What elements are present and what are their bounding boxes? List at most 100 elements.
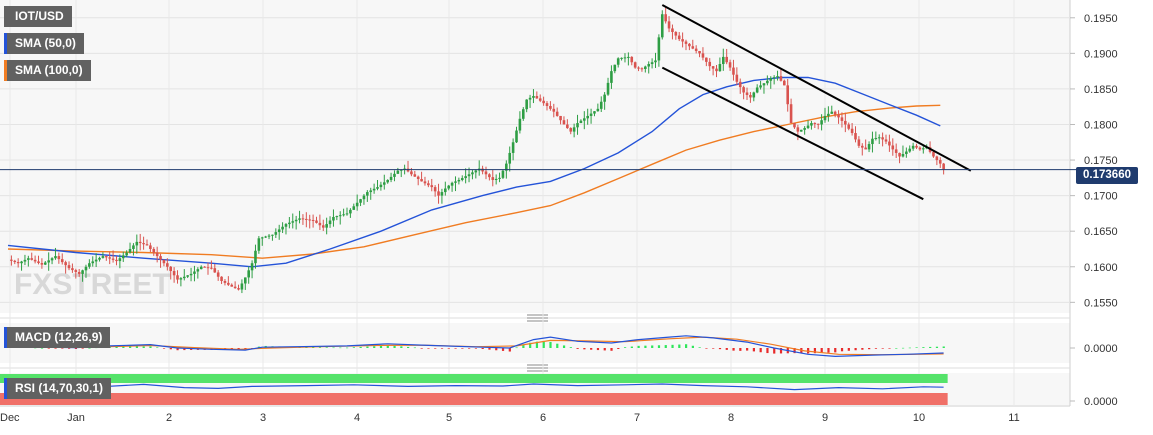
macd-line <box>7 335 944 358</box>
candle-up <box>654 60 657 63</box>
candle-up <box>901 154 905 157</box>
sma-100-line <box>7 104 941 259</box>
candle-down <box>677 35 681 40</box>
candle-up <box>277 229 281 233</box>
candles-group <box>10 7 945 294</box>
candle-up <box>260 237 264 239</box>
x-tick-label: 7 <box>634 412 640 424</box>
candle-down <box>430 185 434 188</box>
candle-down <box>749 94 752 98</box>
candle-up <box>376 187 379 189</box>
rsi-oversold-band <box>0 393 948 405</box>
candle-down <box>884 139 888 142</box>
resize-handle-1[interactable] <box>527 314 548 322</box>
candle-up <box>386 179 389 183</box>
sma-100-group <box>7 104 941 259</box>
x-tick-label: 11 <box>1008 412 1019 424</box>
macd-hist-up <box>325 347 328 348</box>
candle-up <box>335 216 339 218</box>
descending-channel <box>661 4 972 201</box>
candle-up <box>271 234 274 236</box>
candle-down <box>898 152 901 157</box>
legend-macd[interactable]: MACD (12,26,9) <box>4 327 111 348</box>
candle-up <box>501 170 505 178</box>
candle-down <box>308 219 312 221</box>
macd-hist-down <box>834 348 837 353</box>
candle-down <box>674 32 678 36</box>
candle-up <box>474 170 478 173</box>
candle-up <box>54 256 57 259</box>
macd-hist-down <box>508 348 511 352</box>
candle-down <box>667 21 671 29</box>
candle-up <box>498 177 501 179</box>
y-tick-label: 0.1800 <box>1084 119 1118 131</box>
candle-up <box>444 188 447 193</box>
candle-up <box>81 270 84 274</box>
candle-down <box>74 270 78 272</box>
legend-symbol[interactable]: IOT/USD <box>4 6 72 27</box>
candle-down <box>850 128 854 134</box>
macd-hist-up <box>129 346 132 348</box>
candle-down <box>488 174 491 178</box>
macd-hist-up <box>332 347 335 349</box>
rsi-group <box>0 374 1075 405</box>
candle-up <box>254 250 257 264</box>
x-tick-label: 8 <box>728 412 734 424</box>
candle-down <box>681 39 684 42</box>
y-tick-label: 0.1600 <box>1084 262 1118 274</box>
macd-hist-down <box>705 348 708 349</box>
candle-down <box>305 218 308 220</box>
macd-hist-up <box>318 347 322 348</box>
candle-down <box>569 128 573 132</box>
candle-down <box>538 98 542 101</box>
resize-handle-2[interactable] <box>527 364 548 372</box>
candle-up <box>508 152 512 164</box>
legend-sma100[interactable]: SMA (100,0) <box>4 60 91 81</box>
candle-down <box>427 183 430 186</box>
macd-hist-up <box>556 343 559 348</box>
candle-up <box>803 128 806 130</box>
candle-up <box>589 113 593 116</box>
candle-down <box>745 92 749 95</box>
candle-up <box>47 260 50 263</box>
macd-hist-up <box>929 346 932 348</box>
candle-down <box>742 87 745 93</box>
candle-up <box>660 14 664 38</box>
candle-down <box>210 267 213 269</box>
candle-up <box>603 94 606 102</box>
candle-up <box>515 130 518 143</box>
macd-hist-down <box>461 348 464 349</box>
macd-hist-down <box>162 348 166 349</box>
candle-up <box>620 57 623 59</box>
candle-up <box>389 176 393 180</box>
candle-down <box>816 123 820 125</box>
candle-down <box>640 68 644 70</box>
legend-rsi[interactable]: RSI (14,70,30,1) <box>4 378 112 399</box>
macd-hist-down <box>888 348 891 349</box>
legend-sma100-label: SMA (100,0) <box>15 63 83 77</box>
candle-up <box>908 148 912 152</box>
macd-hist-down <box>773 348 776 354</box>
candle-up <box>84 266 88 271</box>
candle-up <box>125 252 128 256</box>
candle-up <box>264 236 267 238</box>
macd-hist-down <box>610 348 613 351</box>
candle-up <box>579 120 583 124</box>
candle-down <box>860 145 864 148</box>
candle-up <box>440 192 444 196</box>
macd-hist-up <box>569 347 572 348</box>
candle-down <box>918 147 922 150</box>
legend-sma50-label: SMA (50,0) <box>15 36 76 50</box>
macd-hist-down <box>481 348 484 350</box>
candle-down <box>220 276 223 281</box>
candle-down <box>728 62 732 68</box>
candle-down <box>413 174 417 177</box>
macd-hist-down <box>427 348 430 349</box>
candle-up <box>450 182 454 186</box>
legend-sma50[interactable]: SMA (50,0) <box>4 33 84 54</box>
candle-down <box>105 256 108 258</box>
macd-hist-up <box>379 345 383 348</box>
candle-up <box>464 176 467 179</box>
candle-down <box>857 139 861 146</box>
